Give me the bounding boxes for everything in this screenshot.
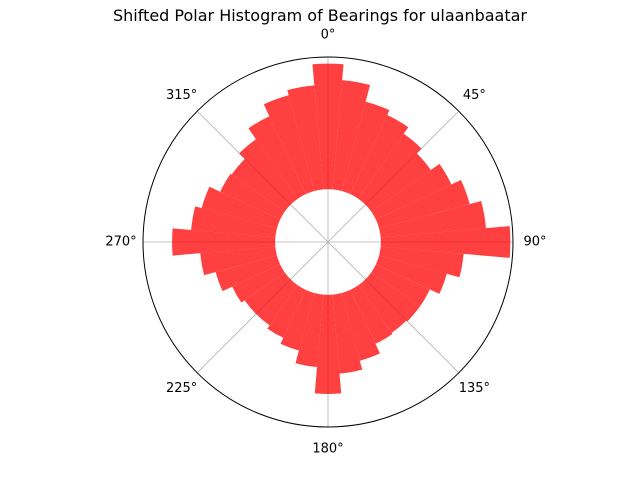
polar-outer-ring xyxy=(142,56,514,428)
bar-270 xyxy=(172,228,276,256)
bar-140 xyxy=(358,279,407,333)
bar-350 xyxy=(287,85,324,191)
bar-330 xyxy=(248,116,306,199)
bar-120 xyxy=(371,264,430,307)
theta-tick-label: 225° xyxy=(166,381,197,396)
theta-tick-label: 135° xyxy=(459,381,490,396)
bar-100 xyxy=(379,246,464,278)
theta-tick-label: 0° xyxy=(321,28,336,43)
bar-310 xyxy=(231,158,291,212)
bar-340 xyxy=(263,95,315,195)
bar-110 xyxy=(375,255,447,294)
bar-300 xyxy=(220,173,285,220)
theta-tick-label: 270° xyxy=(105,235,136,250)
bar-210 xyxy=(267,285,306,338)
bar-20 xyxy=(341,101,390,195)
bar-130 xyxy=(365,272,421,322)
bar-150 xyxy=(350,285,393,344)
theta-tick-label: 315° xyxy=(166,88,197,103)
bar-80 xyxy=(379,200,486,238)
bar-290 xyxy=(201,186,281,229)
bar-70 xyxy=(375,180,470,229)
theta-tick-label: 90° xyxy=(523,235,546,250)
chart-title: Shifted Polar Histogram of Bearings for … xyxy=(112,6,528,25)
bar-50 xyxy=(365,153,431,212)
bar-250 xyxy=(215,255,281,292)
bar-260 xyxy=(200,246,277,276)
bar-240 xyxy=(232,264,285,303)
theta-tick-label: 180° xyxy=(312,442,343,457)
bar-280 xyxy=(191,206,277,238)
bar-30 xyxy=(350,115,409,199)
theta-tick-labels: 0° 45° 90° 135° 180° 225° 270° 315° xyxy=(105,28,546,457)
theta-tick-label: 45° xyxy=(463,88,486,103)
bar-160 xyxy=(341,289,380,361)
bar-10 xyxy=(332,80,371,191)
bar-320 xyxy=(239,139,298,205)
bar-0 xyxy=(312,63,344,190)
bar-90 xyxy=(380,226,511,258)
bar-60 xyxy=(371,163,452,220)
bar-190 xyxy=(295,293,324,368)
bar-170 xyxy=(332,293,363,374)
bar-230 xyxy=(244,272,291,314)
bars-layer xyxy=(172,63,511,394)
bar-180 xyxy=(314,294,342,394)
bar-220 xyxy=(256,279,298,326)
bar-200 xyxy=(280,289,315,351)
bar-40 xyxy=(358,133,422,205)
